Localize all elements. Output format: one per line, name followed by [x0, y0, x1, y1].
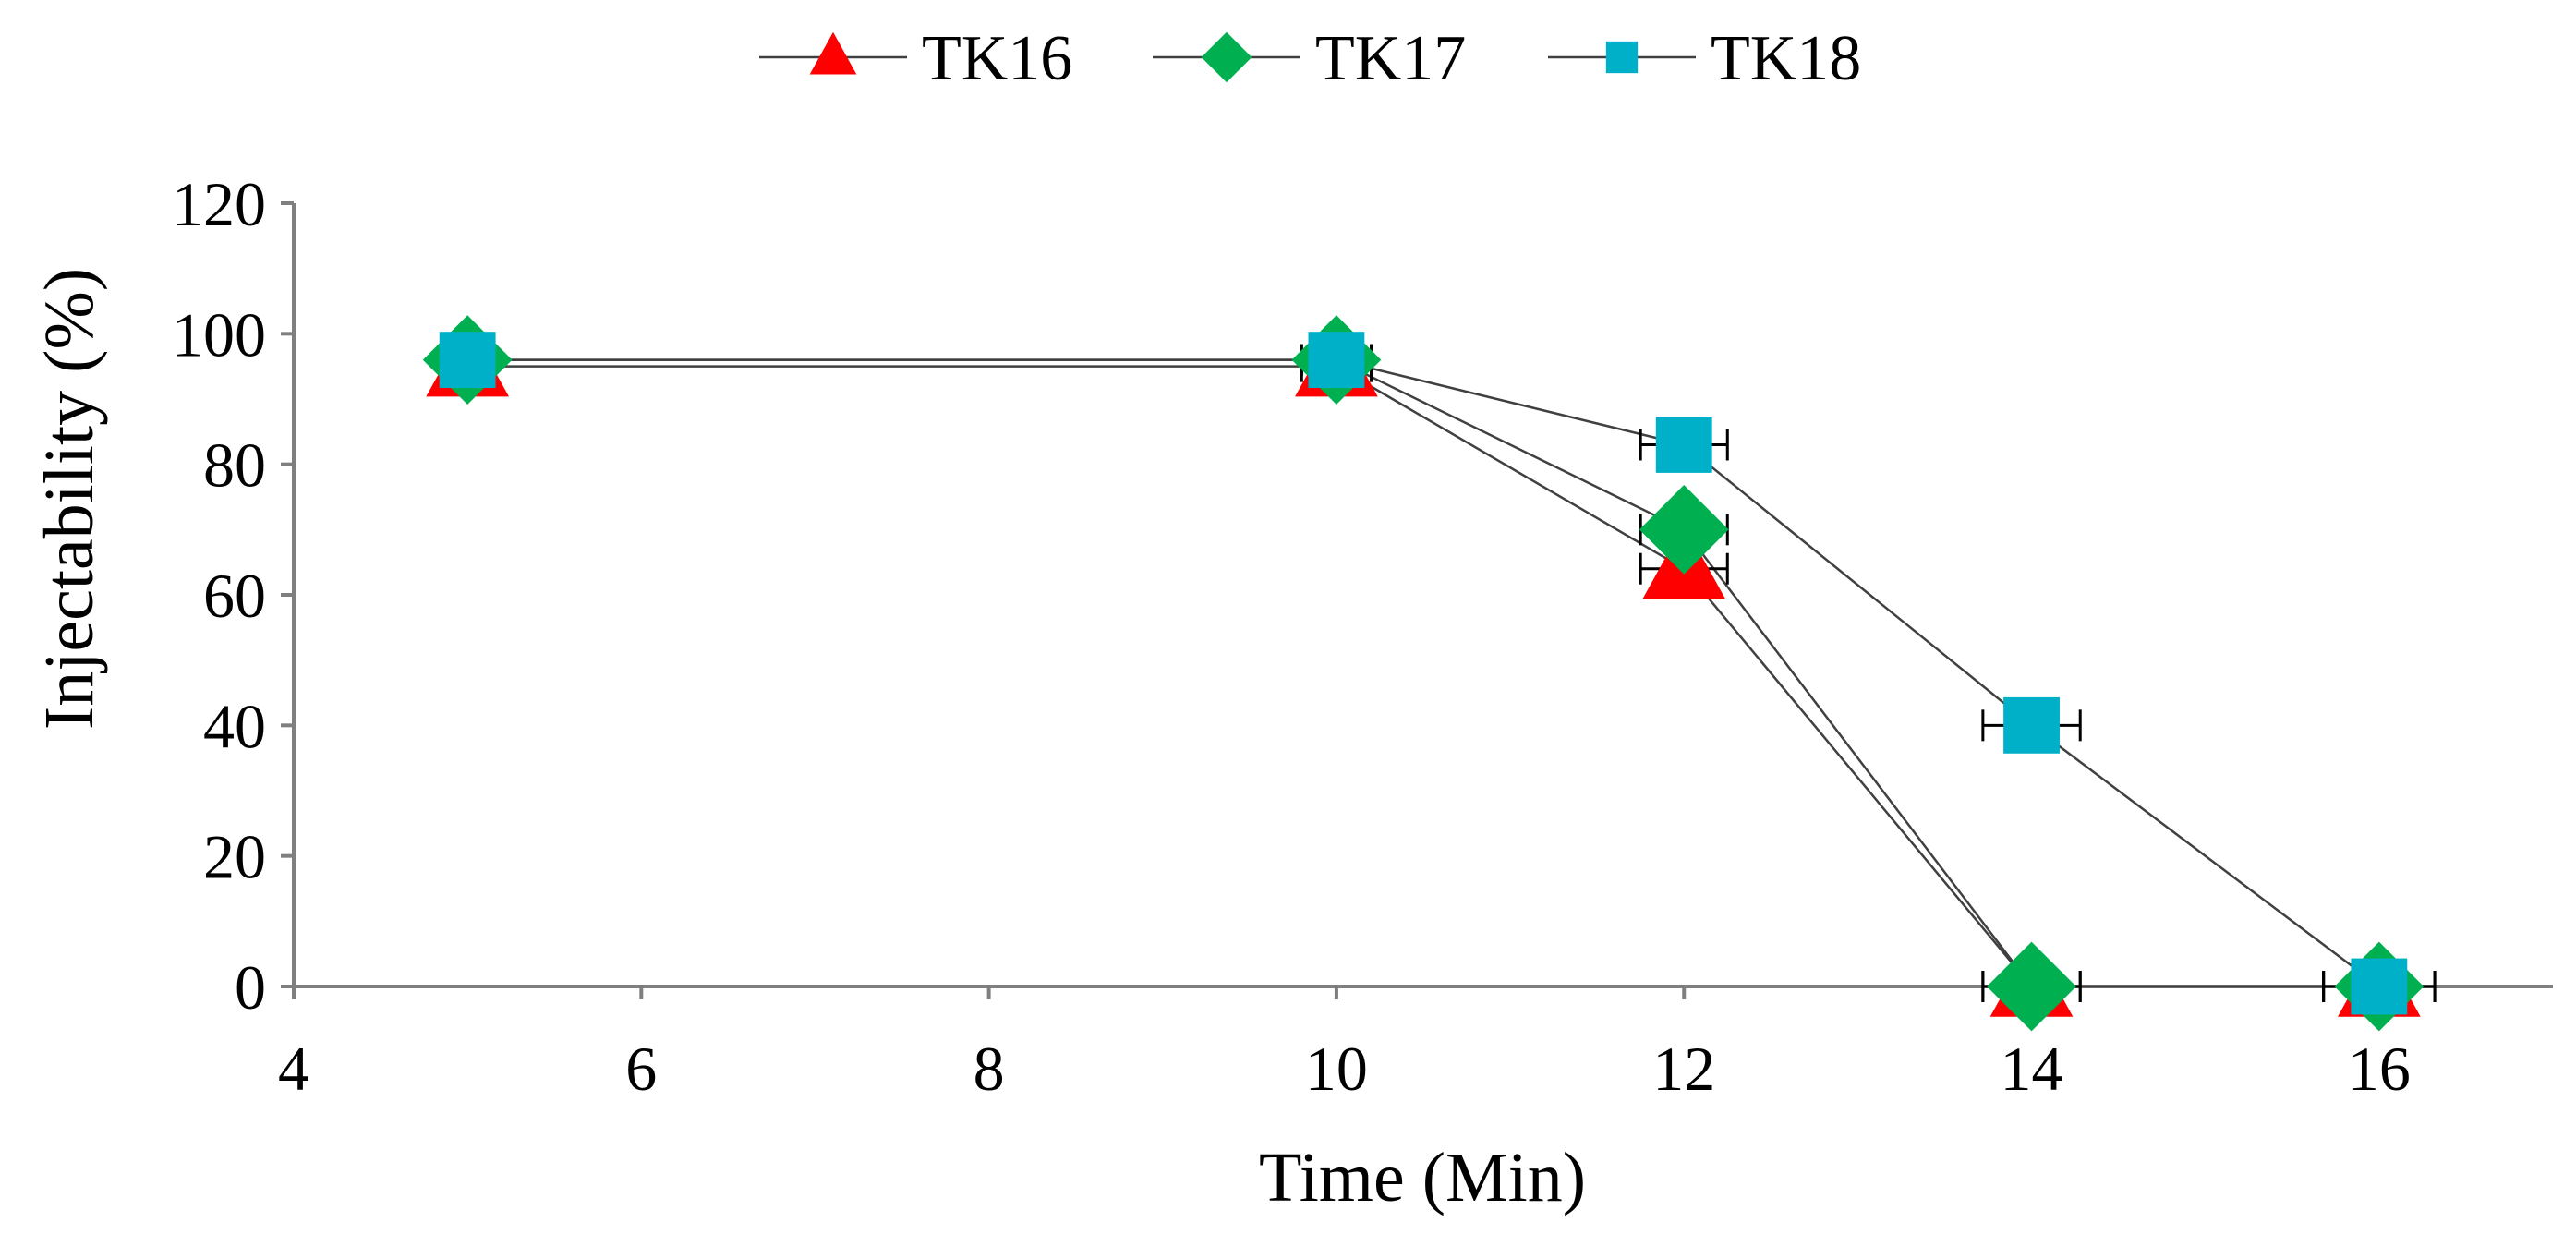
y-tick-label: 120 [172, 169, 266, 239]
x-tick-label: 6 [625, 1034, 657, 1104]
x-tick-label: 14 [2001, 1034, 2063, 1104]
legend-label-tk17: TK17 [1315, 23, 1466, 94]
data-point-tk18 [2003, 696, 2060, 754]
y-tick-label: 20 [203, 822, 266, 892]
y-tick-label: 80 [203, 430, 266, 501]
data-point-tk17 [1639, 484, 1729, 575]
axes: 0 20 40 60 80 100 120 4 6 8 10 12 14 16 [172, 169, 2553, 1104]
y-tick-label: 100 [172, 299, 266, 369]
data-point-tk18 [2351, 958, 2408, 1015]
legend-marker-tk18 [1605, 41, 1639, 74]
data-point-tk18 [1655, 417, 1712, 473]
legend-marker-tk17 [1201, 31, 1252, 83]
x-tick-label: 8 [974, 1034, 1005, 1104]
y-tick-label: 40 [203, 691, 266, 761]
y-axis-title: Injectability (%) [30, 268, 108, 730]
legend-label-tk16: TK16 [922, 23, 1072, 94]
legend-label-tk18: TK18 [1711, 23, 1861, 94]
legend: TK16 TK17 TK18 [759, 23, 1861, 94]
data-point-tk17 [1987, 941, 2076, 1032]
series-line-tk18 [467, 358, 2380, 987]
data-point-tk18 [439, 332, 496, 389]
legend-marker-tk16 [809, 31, 857, 75]
x-axis-title: Time (Min) [1259, 1139, 1586, 1216]
error-bars [1300, 344, 2437, 1002]
x-tick-label: 12 [1652, 1034, 1715, 1104]
series-line-tk16 [467, 365, 2379, 988]
y-tick-label: 60 [203, 561, 266, 631]
y-tick-label: 0 [235, 952, 266, 1022]
series-line-tk17 [467, 358, 2379, 988]
data-markers [422, 315, 2425, 1032]
series-lines [467, 358, 2380, 988]
x-tick-label: 16 [2348, 1034, 2411, 1104]
data-point-tk18 [1308, 332, 1365, 389]
x-tick-label: 10 [1305, 1034, 1368, 1104]
x-tick-label: 4 [278, 1034, 309, 1104]
